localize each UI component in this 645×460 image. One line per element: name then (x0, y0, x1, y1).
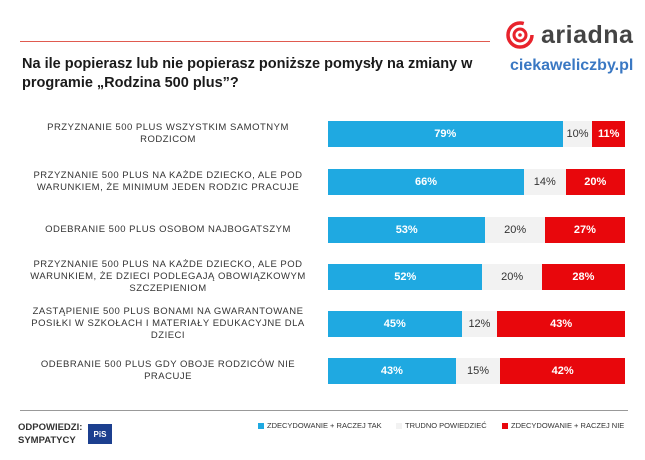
bar-segment-yes: 66% (328, 169, 525, 195)
bar-segment-unsure: 20% (485, 217, 545, 243)
bar-segment-yes: 43% (328, 358, 456, 384)
legend-item-no: ZDECYDOWANIE + RACZEJ NIE (502, 421, 624, 430)
category-label: PRZYZNANIE 500 PLUS WSZYSTKIM SAMOTNYM R… (47, 122, 289, 145)
bar-segment-yes: 52% (328, 264, 483, 290)
bar-segment-no: 42% (500, 358, 625, 384)
category-label: ODEBRANIE 500 PLUS GDY OBOJE RODZICÓW NI… (40, 359, 296, 382)
bar-segment-no: 28% (541, 264, 625, 290)
respondents-label: ODPOWIEDZI: SYMPATYCY (18, 421, 82, 447)
respondents-line1: ODPOWIEDZI: (18, 422, 83, 433)
bar-segment-unsure: 10% (562, 121, 593, 147)
ariadna-logo-icon (506, 21, 534, 49)
legend-swatch-unsure (396, 422, 402, 429)
legend-label-yes: ZDECYDOWANIE + RACZEJ TAK (267, 421, 382, 430)
respondents-line2: SYMPATYCY (18, 435, 76, 446)
legend-label-no: ZDECYDOWANIE + RACZEJ NIE (511, 421, 625, 430)
legend-item-yes: ZDECYDOWANIE + RACZEJ TAK (258, 421, 382, 430)
bar-segment-unsure: 20% (482, 264, 542, 290)
footer-divider (20, 410, 628, 411)
legend-swatch-yes (258, 422, 264, 429)
pis-party-logo: PiS (88, 424, 112, 444)
category-label: PRZYZNANIE 500 PLUS NA KAŻDE DZIECKO, AL… (30, 259, 306, 294)
bar-segment-unsure: 14% (524, 169, 566, 195)
legend-item-unsure: TRUDNO POWIEDZIEĆ (396, 421, 487, 430)
logo-text: ariadna (541, 20, 634, 49)
chart-title: Na ile popierasz lub nie popierasz poniż… (22, 56, 473, 91)
bar-segment-no: 11% (592, 121, 625, 147)
site-name: ciekaweliczby.pl (510, 57, 634, 74)
bar-segment-yes: 79% (328, 121, 563, 147)
bar-segment-unsure: 12% (461, 311, 498, 337)
bar-segment-no: 27% (544, 217, 625, 243)
category-label: ODEBRANIE 500 PLUS OSOBOM NAJBOGATSZYM (45, 224, 291, 235)
bar-segment-no: 43% (497, 311, 625, 337)
bar-segment-unsure: 15% (455, 358, 501, 384)
bar-segment-yes: 45% (328, 311, 462, 337)
header-divider (20, 41, 490, 42)
legend-swatch-no (502, 422, 508, 429)
category-label: ZASTĄPIENIE 500 PLUS BONAMI NA GWARANTOW… (31, 306, 305, 341)
ariadna-logo: ariadna (505, 20, 633, 50)
category-label: PRZYZNANIE 500 PLUS NA KAŻDE DZIECKO, AL… (33, 170, 303, 193)
bar-segment-yes: 53% (328, 217, 486, 243)
bar-segment-no: 20% (565, 169, 625, 195)
legend-label-unsure: TRUDNO POWIEDZIEĆ (405, 421, 487, 430)
